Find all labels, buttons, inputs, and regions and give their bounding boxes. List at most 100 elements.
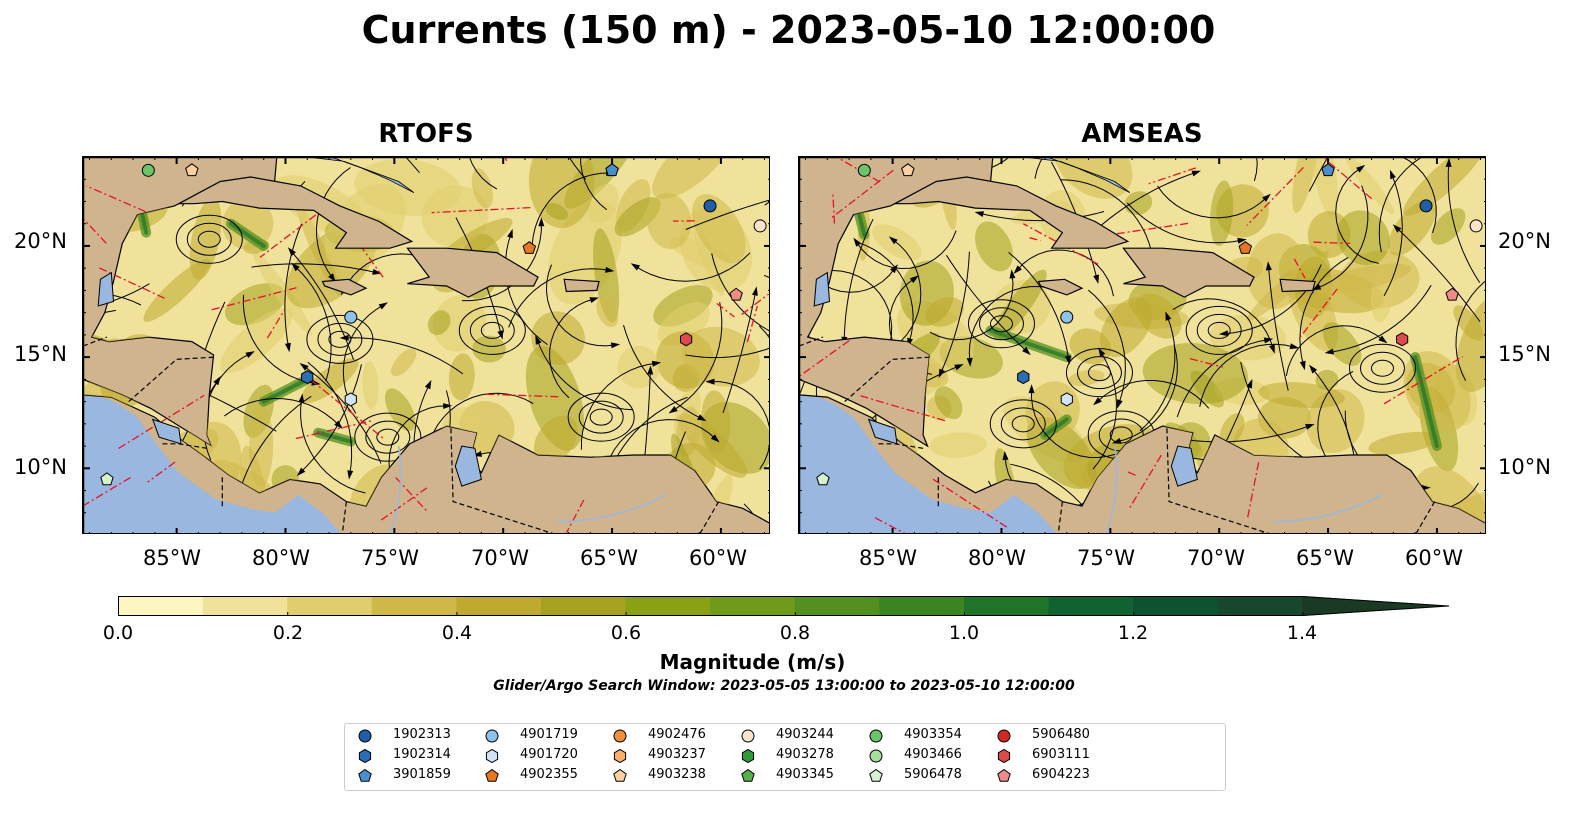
legend-marker-4903466	[869, 749, 883, 763]
legend-marker-6903111	[997, 748, 1011, 764]
lon-label-80w-left: 80°W	[252, 546, 310, 570]
float-marker-6903111	[1396, 332, 1409, 347]
colorbar-tick-7: 1.4	[1286, 622, 1318, 644]
colorbar-segment	[710, 596, 796, 616]
legend-label: 6904223	[1032, 767, 1090, 782]
colorbar-tick-3: 0.6	[610, 622, 642, 644]
colorbar-tick-4: 0.8	[779, 622, 811, 644]
lat-label-10n-right: 10°N	[1498, 455, 1551, 479]
float-marker-4903354	[141, 163, 155, 177]
legend-marker-3901859	[358, 768, 372, 782]
legend-label: 5906480	[1032, 727, 1090, 742]
search-window-note: Glider/Argo Search Window: 2023-05-05 13…	[493, 678, 1075, 694]
legend-label: 4901719	[520, 727, 578, 742]
legend-marker-4902476	[613, 729, 627, 743]
float-marker-1902313	[1419, 199, 1433, 213]
float-marker-5906478	[816, 472, 830, 486]
legend-label: 4903345	[776, 767, 834, 782]
legend-label: 1902313	[393, 727, 451, 742]
legend-label: 5906478	[904, 767, 962, 782]
colorbar-segment	[794, 596, 880, 616]
colorbar-segment	[879, 596, 965, 616]
colorbar-segment	[625, 596, 711, 616]
colorbar-segment	[964, 596, 1050, 616]
colorbar-tick-2: 0.4	[441, 622, 473, 644]
colorbar-tick-6: 1.2	[1117, 622, 1149, 644]
colorbar-label: Magnitude (m/s)	[659, 650, 846, 674]
float-marker-6904223	[729, 287, 743, 301]
legend-label: 1902314	[393, 747, 451, 762]
colorbar-extend-arrow	[1302, 596, 1450, 616]
float-marker-4902355	[1238, 241, 1253, 254]
colorbar-segment	[1217, 596, 1303, 616]
colorbar-segment	[1048, 596, 1134, 616]
map-panel-amseas	[798, 156, 1486, 534]
colorbar-tick-1: 0.2	[272, 622, 304, 644]
colorbar-segment	[118, 596, 204, 616]
colorbar-segment	[1133, 596, 1219, 616]
legend-label: 4901720	[520, 747, 578, 762]
legend-label: 4903244	[776, 727, 834, 742]
legend-label: 3901859	[393, 767, 451, 782]
lat-label-20n-right: 20°N	[1498, 229, 1551, 253]
legend-label: 4903278	[776, 747, 834, 762]
lat-label-10n-left: 10°N	[14, 455, 67, 479]
float-marker-4901719	[344, 310, 358, 324]
panel-title-amseas: AMSEAS	[1081, 119, 1203, 149]
legend-label: 4902355	[520, 767, 578, 782]
legend-marker-4901720	[485, 748, 499, 764]
float-marker-4903238	[901, 163, 915, 177]
legend-marker-5906478	[869, 768, 883, 782]
lon-label-80w-right: 80°W	[968, 546, 1026, 570]
float-marker-1902313	[703, 199, 717, 213]
float-marker-4901720	[344, 392, 357, 407]
lon-label-85w-right: 85°W	[859, 546, 917, 570]
legend-marker-4902355	[485, 768, 499, 782]
colorbar-tick-5: 1.0	[948, 622, 980, 644]
colorbar-segment	[202, 596, 288, 616]
float-marker-4902355	[522, 241, 537, 254]
legend-label: 4903238	[648, 767, 706, 782]
legend-marker-4903345	[741, 768, 755, 782]
legend-marker-1902313	[358, 729, 372, 743]
float-marker-1902314	[1017, 370, 1030, 385]
legend: 1902313 1902314 3901859 4901719 4901720 49023…	[344, 723, 1226, 791]
colorbar-segment	[456, 596, 542, 616]
lat-label-15n-left: 15°N	[14, 342, 67, 366]
legend-label: 6903111	[1032, 747, 1090, 762]
colorbar-segment	[541, 596, 627, 616]
float-marker-6903111	[680, 332, 693, 347]
legend-marker-6904223	[997, 768, 1011, 782]
map-panel-rtofs	[82, 156, 770, 534]
float-marker-4901720	[1060, 392, 1073, 407]
legend-label: 4902476	[648, 727, 706, 742]
colorbar-tick-0: 0.0	[102, 622, 134, 644]
legend-marker-4903237	[613, 748, 627, 764]
lat-label-20n-left: 20°N	[14, 229, 67, 253]
lon-label-60w-right: 60°W	[1405, 546, 1463, 570]
legend-marker-4901719	[485, 729, 499, 743]
lon-label-60w-left: 60°W	[689, 546, 747, 570]
float-marker-5906478	[100, 472, 114, 486]
float-marker-3901859	[1321, 163, 1335, 177]
legend-marker-4903278	[741, 748, 755, 764]
lon-label-85w-left: 85°W	[143, 546, 201, 570]
panel-title-rtofs: RTOFS	[378, 119, 474, 149]
lat-label-15n-right: 15°N	[1498, 342, 1551, 366]
legend-label: 4903466	[904, 747, 962, 762]
float-marker-4901719	[1060, 310, 1074, 324]
lon-label-70w-left: 70°W	[471, 546, 529, 570]
lon-label-65w-left: 65°W	[580, 546, 638, 570]
legend-marker-5906480	[997, 729, 1011, 743]
float-marker-4903238	[185, 163, 199, 177]
lon-label-65w-right: 65°W	[1296, 546, 1354, 570]
legend-marker-1902314	[358, 748, 372, 764]
float-marker-4903244	[1469, 219, 1483, 233]
float-marker-3901859	[605, 163, 619, 177]
float-marker-6904223	[1445, 287, 1459, 301]
legend-label: 4903354	[904, 727, 962, 742]
lon-label-75w-left: 75°W	[361, 546, 419, 570]
colorbar-segment	[287, 596, 373, 616]
float-marker-4903244	[753, 219, 767, 233]
legend-marker-4903354	[869, 729, 883, 743]
